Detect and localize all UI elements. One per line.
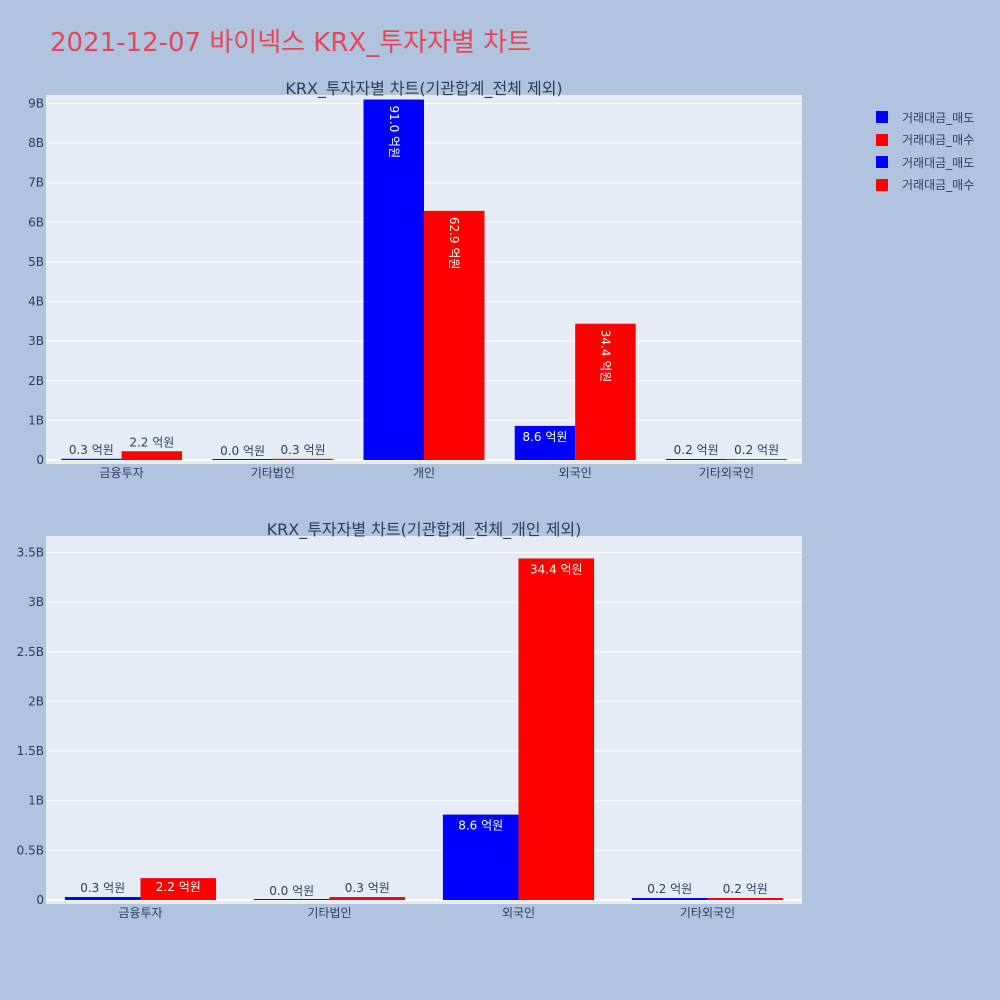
- chart-title: KRX_투자자별 차트(기관합계_전체_개인 제외): [267, 520, 582, 540]
- y-tick-label: 2B: [28, 374, 44, 388]
- y-tick-label: 3.5B: [17, 546, 44, 560]
- x-tick-label: 외국인: [559, 466, 592, 480]
- bar-sell: [64, 897, 141, 900]
- bar-buy: [707, 898, 784, 900]
- page-title: 2021-12-07 바이넥스 KRX_투자자별 차트: [50, 28, 532, 58]
- y-tick-label: 2.5B: [17, 645, 44, 659]
- data-label: 8.6 억원: [458, 819, 503, 833]
- x-tick-label: 기타법인: [251, 466, 295, 480]
- y-tick-label: 7B: [28, 176, 44, 190]
- x-tick-label: 금융투자: [100, 466, 144, 480]
- y-tick-label: 5B: [28, 255, 44, 269]
- y-tick-label: 1B: [28, 413, 44, 427]
- y-tick-label: 1B: [28, 794, 44, 808]
- x-tick-label: 기타외국인: [699, 466, 754, 480]
- data-label: 0.2 억원: [723, 882, 768, 896]
- y-tick-label: 3B: [28, 595, 44, 609]
- legend-label: 거래대금_매도: [902, 110, 975, 125]
- data-label: 2.2 억원: [156, 880, 201, 894]
- legend-label: 거래대금_매도: [902, 155, 975, 170]
- y-tick-label: 0.5B: [17, 843, 44, 857]
- bar-sell: [665, 459, 727, 460]
- x-tick-label: 기타법인: [307, 906, 351, 920]
- data-label: 0.0 억원: [220, 444, 265, 458]
- bar-buy: [140, 878, 217, 900]
- data-label: 0.3 억원: [69, 443, 114, 457]
- data-label: 34.4 억원: [530, 562, 583, 576]
- legend-label: 거래대금_매수: [902, 178, 975, 193]
- data-label: 34.4 억원: [598, 330, 612, 383]
- bar-sell: [514, 425, 576, 460]
- legend-item[interactable]: 거래대금_매수: [876, 174, 974, 197]
- data-label: 8.6 억원: [522, 430, 567, 444]
- legend-swatch: [876, 111, 888, 124]
- x-tick-label: 금융투자: [118, 906, 162, 920]
- data-label: 0.3 억원: [80, 881, 125, 895]
- legend-label: 거래대금_매수: [902, 133, 975, 148]
- bar-buy: [121, 451, 183, 460]
- legend-item[interactable]: 거래대금_매수: [876, 129, 974, 152]
- plot-area: [46, 536, 802, 904]
- data-label: 0.2 억원: [647, 882, 692, 896]
- data-label: 0.0 억원: [269, 884, 314, 898]
- legend-item[interactable]: 거래대금_매도: [876, 151, 974, 174]
- y-tick-label: 4B: [28, 295, 44, 309]
- bar-buy: [575, 323, 636, 460]
- y-tick-label: 2B: [28, 694, 44, 708]
- data-label: 0.3 억원: [281, 443, 326, 457]
- y-tick-label: 9B: [28, 97, 44, 111]
- data-label: 0.3 억원: [345, 881, 390, 895]
- bar-sell: [442, 814, 519, 900]
- x-tick-label: 기타외국인: [680, 906, 735, 920]
- y-tick-label: 3B: [28, 334, 44, 348]
- bar-sell: [212, 459, 273, 460]
- x-tick-label: 개인: [413, 466, 435, 480]
- data-label: 2.2 억원: [129, 435, 174, 449]
- legend-item[interactable]: 거래대금_매도: [876, 106, 974, 129]
- bar-sell: [61, 458, 122, 460]
- bar-buy: [329, 897, 406, 900]
- y-tick-label: 0: [36, 893, 44, 907]
- legend-swatch: [876, 133, 888, 146]
- chart-legend[interactable]: 거래대금_매도 거래대금_매수 거래대금_매도 거래대금_매수: [876, 106, 974, 196]
- chart-2: 0 0.5B 1B 1.5B 2B 2.5B 3B 3.5B KRX_투자자별 차트(기관합계_…: [17, 520, 802, 920]
- data-label: 0.2 억원: [734, 443, 779, 457]
- legend-swatch: [876, 178, 888, 191]
- legend-swatch: [876, 156, 888, 169]
- y-tick-label: 8B: [28, 136, 44, 150]
- bar-buy: [424, 210, 485, 460]
- bar-buy: [518, 558, 595, 900]
- y-tick-label: 0: [36, 453, 44, 467]
- bar-sell: [253, 899, 330, 900]
- data-label: 91.0 억원: [387, 106, 401, 159]
- data-label: 0.2 억원: [674, 443, 719, 457]
- bar-sell: [631, 898, 708, 900]
- bar-buy: [272, 458, 334, 460]
- y-tick-label: 1.5B: [17, 744, 44, 758]
- bar-buy: [726, 459, 787, 460]
- bar-sell: [363, 99, 424, 461]
- chart-1: 0 1B 2B 3B 4B 5B 6B 7B 8B 9B KRX_투자자별 차트(기관합계_전체 제…: [28, 79, 802, 480]
- x-tick-label: 외국인: [502, 906, 535, 920]
- chart-title: KRX_투자자별 차트(기관합계_전체 제외): [285, 79, 562, 99]
- data-label: 62.9 억원: [447, 217, 461, 270]
- y-tick-label: 6B: [28, 215, 44, 229]
